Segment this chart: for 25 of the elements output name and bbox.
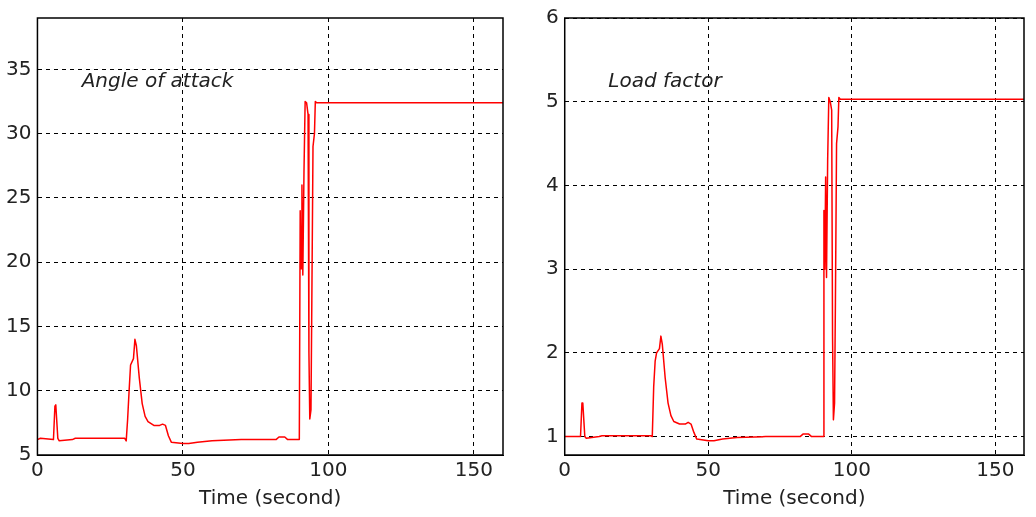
y-tick-label: 5 bbox=[18, 441, 32, 466]
x-tick-label: 50 bbox=[695, 457, 721, 482]
x-tick-label: 150 bbox=[976, 457, 1015, 482]
y-tick-label: 3 bbox=[545, 255, 559, 280]
y-tick-label: 25 bbox=[6, 184, 32, 209]
y-tick-label: 20 bbox=[6, 248, 32, 273]
x-tick-label: 0 bbox=[558, 457, 572, 482]
annotation: Angle of attack bbox=[79, 67, 235, 92]
x-tick-label: 150 bbox=[454, 457, 493, 482]
y-tick-label: 15 bbox=[6, 312, 32, 337]
y-tick-label: 1 bbox=[545, 422, 559, 447]
x-tick-label: 100 bbox=[832, 457, 871, 482]
y-tick-label: 2 bbox=[545, 339, 559, 364]
x-tick-label: 0 bbox=[31, 457, 44, 482]
y-tick-label: 35 bbox=[6, 55, 32, 80]
y-tick-label: 6 bbox=[545, 4, 559, 29]
y-tick-label: 30 bbox=[6, 119, 32, 144]
x-tick-label: 50 bbox=[170, 457, 196, 482]
y-tick-label: 10 bbox=[6, 376, 32, 401]
annotation: Load factor bbox=[608, 67, 724, 92]
x-tick-label: 100 bbox=[309, 457, 348, 482]
x-axis-title: Time (second) bbox=[722, 485, 866, 510]
y-tick-label: 4 bbox=[545, 171, 559, 196]
y-tick-label: 5 bbox=[545, 87, 559, 112]
x-axis-title: Time (second) bbox=[198, 485, 342, 510]
